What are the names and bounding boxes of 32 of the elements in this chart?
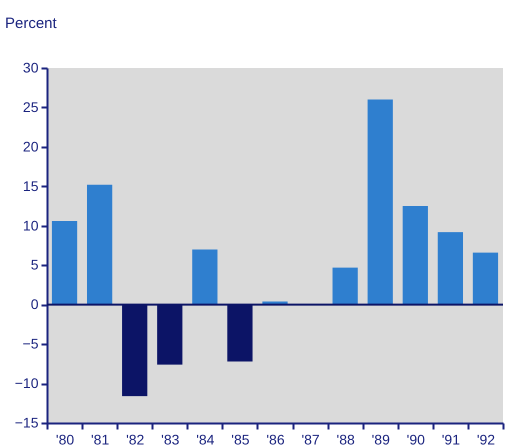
x-tick-label: '85 (231, 432, 250, 446)
y-tick-label: −15 (14, 414, 39, 430)
y-tick-label: −10 (14, 375, 39, 392)
y-axis-title: Percent (5, 15, 58, 32)
bar (368, 100, 393, 305)
x-tick-label: '88 (336, 432, 355, 446)
x-tick-label: '90 (406, 432, 426, 446)
x-tick-label: '87 (301, 432, 320, 446)
y-tick-label: 30 (22, 60, 39, 76)
bar (472, 252, 498, 305)
y-tick-label: 20 (22, 138, 39, 154)
bar (438, 232, 464, 305)
x-tick-label: '82 (126, 432, 145, 446)
x-tick-label: '89 (372, 432, 390, 446)
x-tick-label: '81 (90, 432, 110, 446)
x-tick-label: '83 (161, 432, 180, 446)
bar (52, 221, 78, 305)
y-tick-label: 10 (22, 217, 39, 234)
bar (192, 249, 218, 305)
x-tick-label: '91 (442, 432, 460, 446)
x-tick-label: '84 (196, 432, 215, 446)
y-tick-label: 0 (30, 296, 39, 312)
x-tick-label: '92 (476, 432, 496, 446)
bar (332, 268, 358, 305)
bar (402, 206, 428, 305)
bar (86, 184, 112, 305)
y-tick-label: 25 (22, 98, 39, 115)
x-tick-label: '80 (56, 432, 74, 446)
y-tick-label: −5 (22, 336, 39, 352)
y-tick-label: 15 (22, 178, 39, 194)
x-tick-label: '86 (266, 432, 285, 446)
y-tick-label: 5 (30, 256, 39, 273)
